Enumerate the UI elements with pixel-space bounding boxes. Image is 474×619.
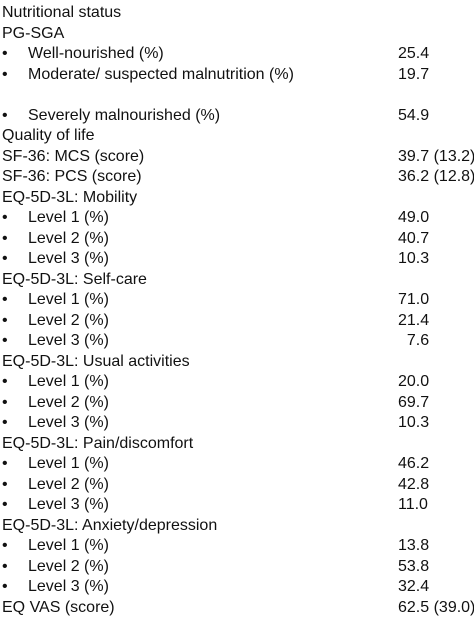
bullet-icon: • <box>2 496 8 513</box>
row-value: 19.7 <box>398 65 430 83</box>
row-value: 42.8 <box>398 475 430 493</box>
row-label: SF-36: MCS (score) <box>2 147 145 165</box>
row-value: 21.4 <box>398 311 430 329</box>
table-row-item: • Level 2 (%) 53.8 <box>0 557 474 578</box>
row-label: EQ-5D-3L: Self-care <box>2 270 147 288</box>
table-row-heading: EQ-5D-3L: Pain/discomfort <box>0 434 474 455</box>
row-value: 53.8 <box>398 557 430 575</box>
row-value: 13.8 <box>398 537 430 554</box>
table-row-item: • Level 2 (%) 40.7 <box>0 229 474 250</box>
row-label: EQ-5D-3L: Anxiety/depression <box>2 516 218 534</box>
row-label: Level 2 (%) <box>28 229 109 247</box>
table-row-item: • Level 1 (%) 46.2 <box>0 454 474 475</box>
bullet-icon: • <box>2 373 8 390</box>
bullet-icon: • <box>2 291 8 308</box>
table-row-item: • Level 1 (%) 49.0 <box>0 208 474 229</box>
row-label: Level 1 (%) <box>28 209 109 226</box>
bullet-icon: • <box>2 475 8 493</box>
bullet-icon: • <box>2 578 8 595</box>
table-row-item: • Level 1 (%) 71.0 <box>0 290 474 311</box>
row-label: Level 1 (%) <box>28 537 109 554</box>
table-row-item: • Level 3 (%) 10.3 <box>0 249 474 270</box>
bullet-icon: • <box>2 45 8 62</box>
row-value: 54.9 <box>398 106 430 124</box>
row-value: 25.4 <box>398 45 430 62</box>
row-value: 49.0 <box>398 209 430 226</box>
row-value: 40.7 <box>398 229 430 247</box>
row-label: PG-SGA <box>2 24 65 42</box>
row-value: 39.7 (13.2) <box>398 147 474 165</box>
row-label: Level 2 (%) <box>28 311 109 329</box>
row-value: 7.6 <box>398 332 430 349</box>
row-label: Level 3 (%) <box>28 414 109 431</box>
row-label: Level 1 (%) <box>28 291 109 308</box>
row-label: Level 2 (%) <box>28 475 109 493</box>
row-label: Well-nourished (%) <box>28 45 164 62</box>
row-label: Level 3 (%) <box>28 496 109 513</box>
row-label: Level 3 (%) <box>28 332 109 349</box>
row-label: EQ-5D-3L: Mobility <box>2 188 138 206</box>
row-label: Level 1 (%) <box>28 455 109 472</box>
row-label: SF-36: PCS (score) <box>2 168 142 185</box>
table-row-item: • Level 3 (%) 32.4 <box>0 577 474 598</box>
row-label: Severely malnourished (%) <box>28 106 221 124</box>
row-value: 69.7 <box>398 393 430 411</box>
row-value: 20.0 <box>398 373 430 390</box>
table-row-heading: Nutritional status <box>0 3 474 24</box>
bullet-icon: • <box>2 229 8 247</box>
table-row-item: • Level 1 (%) 13.8 <box>0 536 474 557</box>
row-value: 71.0 <box>398 291 430 308</box>
table-row-item: • Moderate/ suspected malnutrition (%) 19.… <box>0 65 474 106</box>
row-value: 10.3 <box>398 414 430 431</box>
row-label: Moderate/ suspected malnutrition (%) <box>28 65 294 83</box>
bullet-icon: • <box>2 455 8 472</box>
row-label: EQ VAS (score) <box>2 598 115 616</box>
table-row-heading: PG-SGA <box>0 24 474 45</box>
row-value: 10.3 <box>398 250 430 267</box>
table-row-item: • Level 2 (%) 69.7 <box>0 393 474 414</box>
row-label: Nutritional status <box>2 4 122 21</box>
table-row-item: • Level 2 (%) 42.8 <box>0 475 474 496</box>
table-row-item: • Level 3 (%) 10.3 <box>0 413 474 434</box>
table-row-item: • Level 3 (%) 11.0 <box>0 495 474 516</box>
bullet-icon: • <box>2 537 8 554</box>
row-label: Level 3 (%) <box>28 578 109 595</box>
bullet-icon: • <box>2 414 8 431</box>
table-row-heading: EQ VAS (score) 62.5 (39.0) <box>0 598 474 619</box>
row-value: 11.0 <box>398 496 428 513</box>
bullet-icon: • <box>2 209 8 226</box>
bullet-icon: • <box>2 332 8 349</box>
row-label: EQ-5D-3L: Pain/discomfort <box>2 434 194 452</box>
table-row-item: • Level 2 (%) 21.4 <box>0 311 474 332</box>
row-label: EQ-5D-3L: Usual activities <box>2 352 190 370</box>
table-row-heading: SF-36: PCS (score) 36.2 (12.8) <box>0 167 474 188</box>
data-table: Nutritional status PG-SGA • Well-nourished … <box>0 3 474 618</box>
row-value: 46.2 <box>398 455 430 472</box>
bullet-icon: • <box>2 393 8 411</box>
table-row-item: • Level 1 (%) 20.0 <box>0 372 474 393</box>
table-row-heading: SF-36: MCS (score) 39.7 (13.2) <box>0 147 474 168</box>
table-row-heading: EQ-5D-3L: Anxiety/depression <box>0 516 474 537</box>
row-value: 62.5 (39.0) <box>398 598 474 616</box>
row-label: Level 2 (%) <box>28 557 109 575</box>
bullet-icon: • <box>2 557 8 575</box>
bullet-icon: • <box>2 311 8 329</box>
row-label: Level 3 (%) <box>28 250 109 267</box>
table-row-item: • Severely malnourished (%) 54.9 <box>0 106 474 127</box>
table-row-heading: EQ-5D-3L: Usual activities <box>0 352 474 373</box>
table-row-heading: EQ-5D-3L: Mobility <box>0 188 474 209</box>
table-row-item: • Level 3 (%) 7.6 <box>0 331 474 352</box>
table-row-heading: EQ-5D-3L: Self-care <box>0 270 474 291</box>
bullet-icon: • <box>2 250 8 267</box>
bullet-icon: • <box>2 106 8 124</box>
row-value: 36.2 (12.8) <box>398 168 474 185</box>
row-label: Level 2 (%) <box>28 393 109 411</box>
row-label: Quality of life <box>2 127 95 144</box>
table-row-heading: Quality of life <box>0 126 474 147</box>
table-row-item: • Well-nourished (%) 25.4 <box>0 44 474 65</box>
row-label: Level 1 (%) <box>28 373 109 390</box>
bullet-icon: • <box>2 65 8 83</box>
row-value: 32.4 <box>398 578 430 595</box>
